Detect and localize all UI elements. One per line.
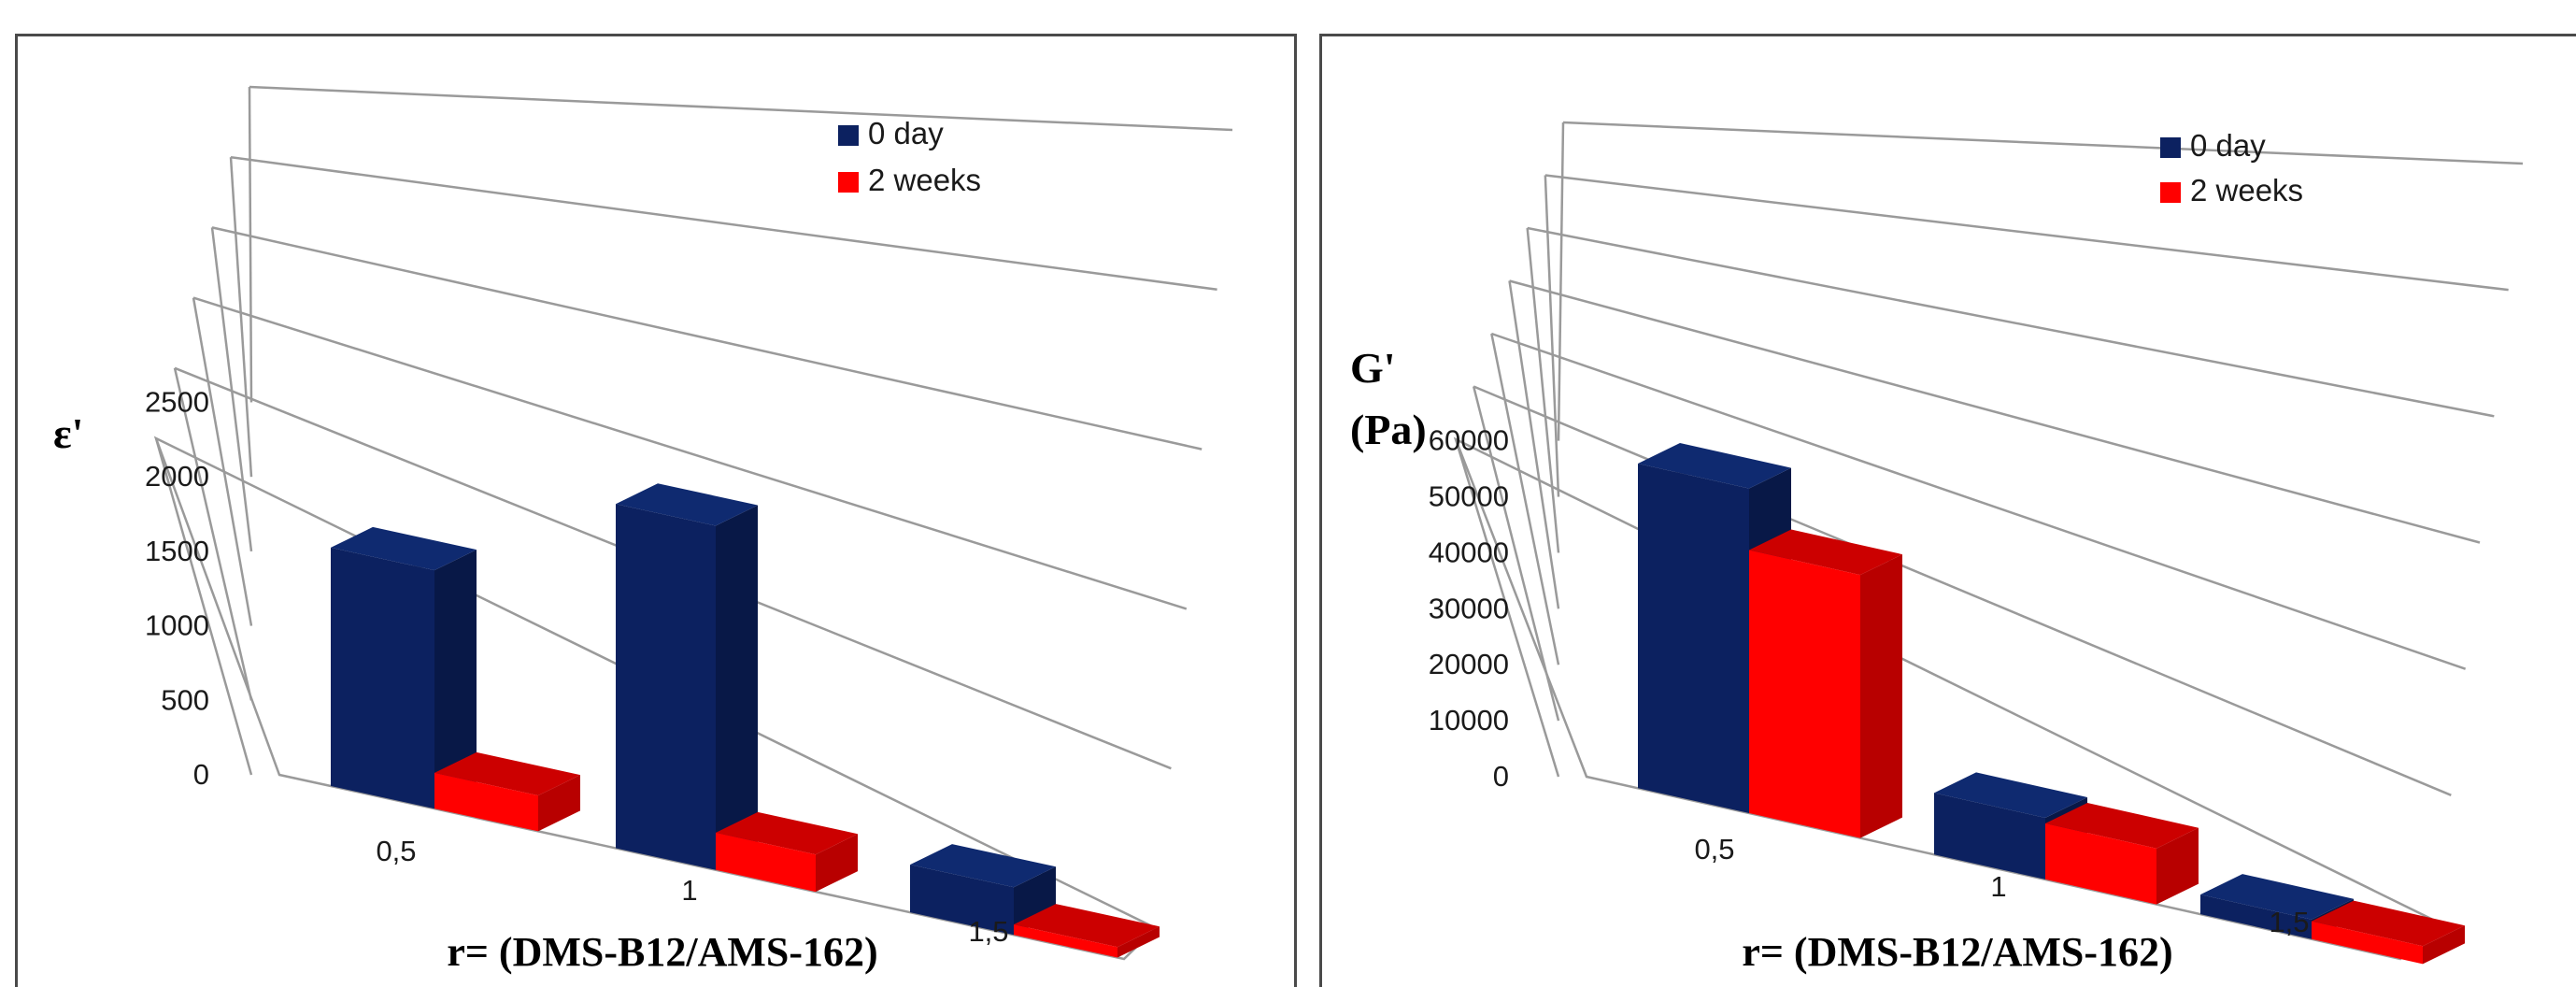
bar-top-face <box>910 844 1056 888</box>
y-axis-title: (Pa) <box>1350 406 1427 453</box>
x-tick-label: 1 <box>681 874 697 907</box>
x-axis-title: r= (DMS-B12/AMS-162) <box>447 929 877 975</box>
chart-floor <box>1453 436 2440 961</box>
bar-top-face <box>1014 904 1160 948</box>
bar-side-face <box>716 505 758 870</box>
legend-swatch <box>2160 137 2181 158</box>
gridline-side <box>1454 438 1560 778</box>
legend-label: 0 day <box>868 116 944 150</box>
x-tick-label: 1 <box>1990 870 2006 903</box>
bar-top-face <box>2312 900 2465 947</box>
gridline-side <box>1490 333 1560 665</box>
bar-series-1 <box>2045 823 2156 905</box>
bar-top-face <box>616 483 758 526</box>
bar-side-face <box>1860 554 1902 838</box>
bar-top-face <box>1934 772 2087 818</box>
x-tick-label: 1,5 <box>2269 906 2309 938</box>
chart-storage-modulus-svg: 0 10000 20000 30000 40000 50000 60000 0,5 1 1,5 0 … <box>1350 121 2524 975</box>
gridline-side <box>173 367 253 701</box>
x-tick-label: 1,5 <box>968 915 1008 948</box>
y-tick-label: 30000 <box>1429 592 1509 624</box>
legend-swatch <box>838 125 859 146</box>
y-tick-label: 2000 <box>145 460 209 493</box>
y-axis-title: ε' <box>53 409 83 457</box>
bar-top-face <box>2200 874 2354 920</box>
gridline <box>1527 226 2495 418</box>
bar-series-1 <box>1014 924 1117 958</box>
legend-label: 2 weeks <box>2190 173 2303 207</box>
bar-side-face <box>434 550 477 809</box>
gridline-side <box>210 227 253 552</box>
x-tick-label: 0,5 <box>376 835 416 867</box>
gridline <box>1562 121 2524 165</box>
bar-series-1 <box>434 772 538 832</box>
bar-top-face <box>716 811 858 855</box>
gridline <box>1544 174 2509 292</box>
gridline <box>192 296 1188 610</box>
bar-side-face <box>2423 925 2465 965</box>
bar-series-1 <box>716 832 816 893</box>
x-tick-label: 0,5 <box>1694 833 1734 865</box>
y-tick-label: 60000 <box>1429 424 1509 457</box>
y-tick-label: 500 <box>161 683 209 716</box>
bar-series-0 <box>616 504 716 870</box>
legend-label: 0 day <box>2190 128 2266 163</box>
bar-series-0 <box>910 865 1014 936</box>
bar-series-1 <box>2312 921 2423 965</box>
gridline-side <box>1526 227 1560 553</box>
bar-series-0 <box>331 547 434 809</box>
bar-side-face <box>2156 827 2199 905</box>
bar-side-face <box>816 834 858 893</box>
gridline <box>249 85 1233 132</box>
bar-series-0 <box>1934 793 2045 880</box>
gridline-side <box>192 297 253 626</box>
gridline-side <box>248 86 253 403</box>
gridline-side <box>154 437 253 776</box>
chart-permittivity-svg: 0 500 1000 1500 2000 2500 0,5 1 1,5 0 day 2 weeks ε… <box>53 85 1233 975</box>
gridline <box>1490 332 2467 670</box>
chart-panel-permittivity: 0 500 1000 1500 2000 2500 0,5 1 1,5 0 day 2 weeks ε… <box>15 34 1297 987</box>
gridline-side <box>1557 122 1565 441</box>
y-axis-title: G' <box>1350 344 1396 392</box>
y-tick-label: 40000 <box>1429 536 1509 568</box>
gridline <box>1473 385 2452 796</box>
legend-label: 2 weeks <box>868 163 981 197</box>
y-tick-label: 2500 <box>145 385 209 418</box>
bar-side-face <box>538 775 580 832</box>
bar-side-face <box>1117 926 1160 958</box>
gridline-side <box>1472 386 1560 722</box>
bar-top-face <box>1749 529 1902 576</box>
bar-top-face <box>331 526 477 571</box>
y-tick-label: 0 <box>193 758 209 791</box>
bar-series-0 <box>1638 464 1749 813</box>
chart-panel-storage-modulus: 0 10000 20000 30000 40000 50000 60000 0,5 1 1,5 0 … <box>1319 34 2576 987</box>
bar-top-face <box>1638 443 1791 489</box>
y-tick-label: 1000 <box>145 609 209 642</box>
y-tick-label: 50000 <box>1429 480 1509 513</box>
bar-series-0 <box>2200 894 2312 939</box>
gridline <box>1509 279 2481 544</box>
y-tick-label: 10000 <box>1429 704 1509 737</box>
gridline-side <box>1544 175 1560 497</box>
legend-swatch <box>838 172 859 193</box>
bar-top-face <box>2045 803 2199 849</box>
x-axis-title: r= (DMS-B12/AMS-162) <box>1742 929 2172 975</box>
bar-series-1 <box>1749 550 1860 838</box>
gridline <box>211 226 1203 451</box>
bar-top-face <box>434 751 580 796</box>
y-tick-label: 0 <box>1493 760 1509 793</box>
gridline-side <box>1508 280 1560 609</box>
legend-swatch <box>2160 182 2181 203</box>
gridline <box>230 155 1217 292</box>
gridline-side <box>229 157 253 478</box>
y-tick-label: 20000 <box>1429 648 1509 680</box>
y-tick-label: 1500 <box>145 535 209 567</box>
